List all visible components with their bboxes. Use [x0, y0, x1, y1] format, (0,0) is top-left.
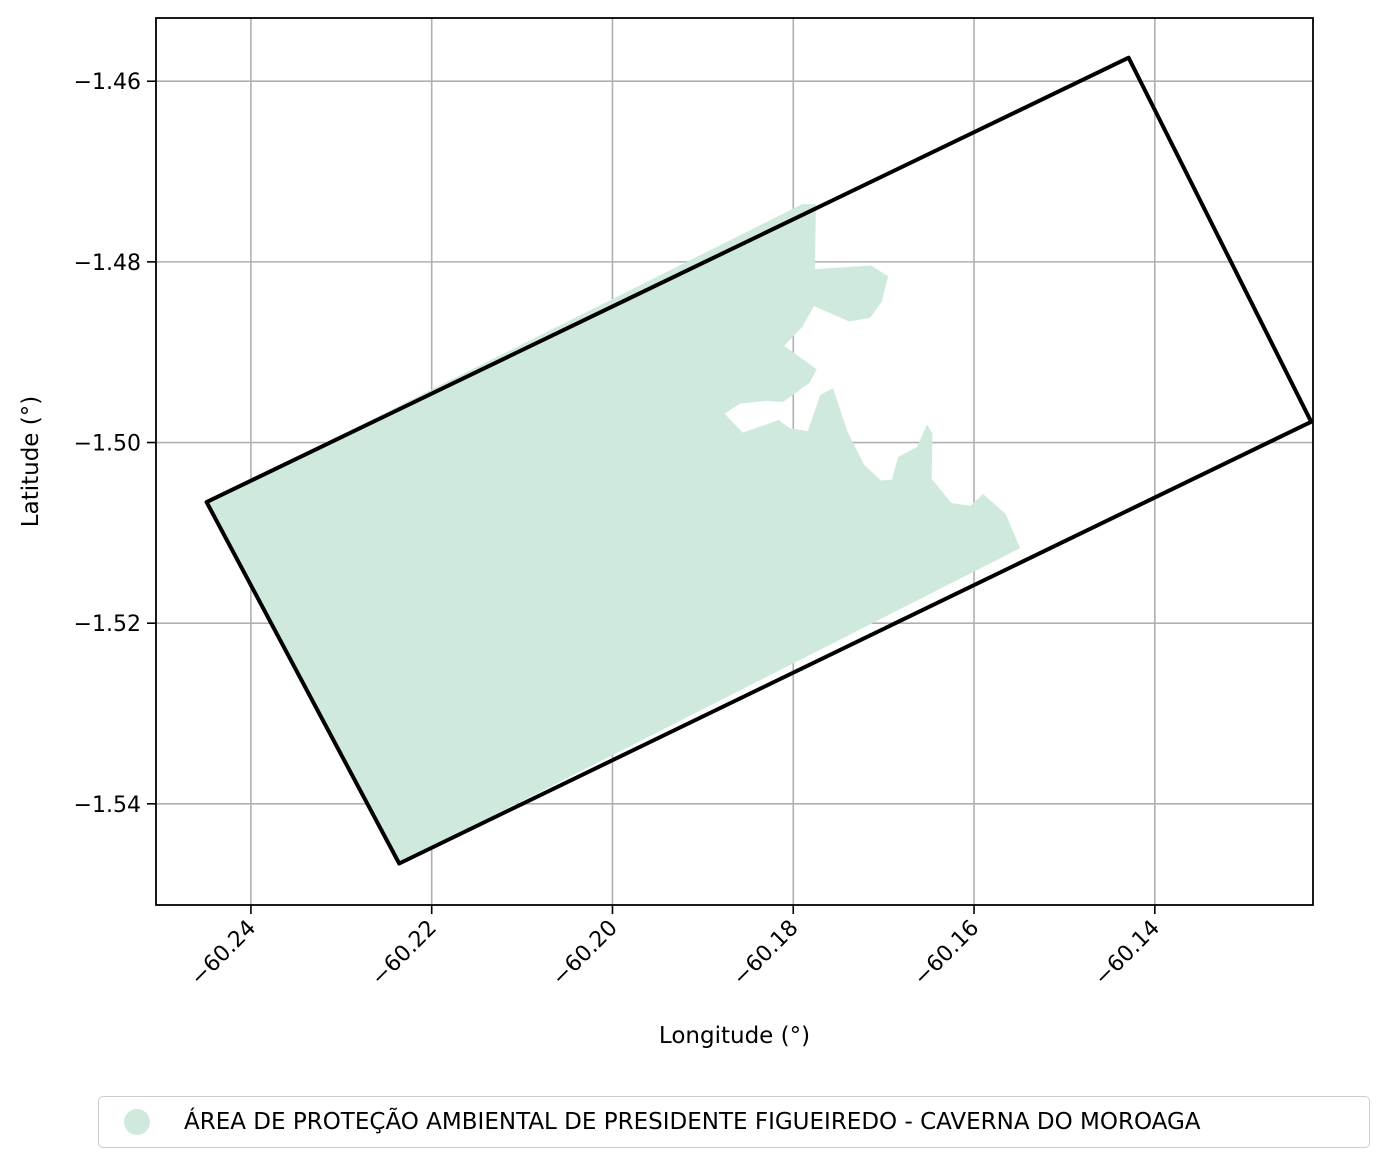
protected-area-polygon [206, 204, 1021, 864]
x-tick-label: −60.20 [547, 916, 622, 991]
y-tick-label: −1.54 [74, 793, 141, 818]
axes-frame [155, 17, 1314, 906]
y-axis-label: Latitude (°) [18, 396, 44, 527]
x-tick-label: −60.24 [186, 916, 261, 991]
map-figure: −60.24 −60.22 −60.20 −60.18 −60.16 −60.14 −1.4… [18, 17, 1314, 1049]
x-tick-label: −60.18 [728, 916, 803, 991]
bounding-box-outline [204, 55, 1314, 866]
y-tick-label: −1.48 [74, 251, 141, 276]
x-tick-label: −60.16 [909, 916, 984, 991]
x-tick-label: −60.22 [367, 916, 442, 991]
y-tick-label: −1.52 [74, 612, 141, 637]
x-axis-label: Longitude (°) [659, 1023, 810, 1049]
legend-label: ÁREA DE PROTEÇÃO AMBIENTAL DE PRESIDENTE… [184, 1109, 1201, 1135]
y-tick-label: −1.46 [74, 70, 141, 95]
legend: ÁREA DE PROTEÇÃO AMBIENTAL DE PRESIDENTE… [98, 1096, 1370, 1148]
x-tick-label: −60.14 [1090, 916, 1165, 991]
y-tick-label: −1.50 [74, 432, 141, 457]
legend-marker-icon [124, 1109, 150, 1135]
